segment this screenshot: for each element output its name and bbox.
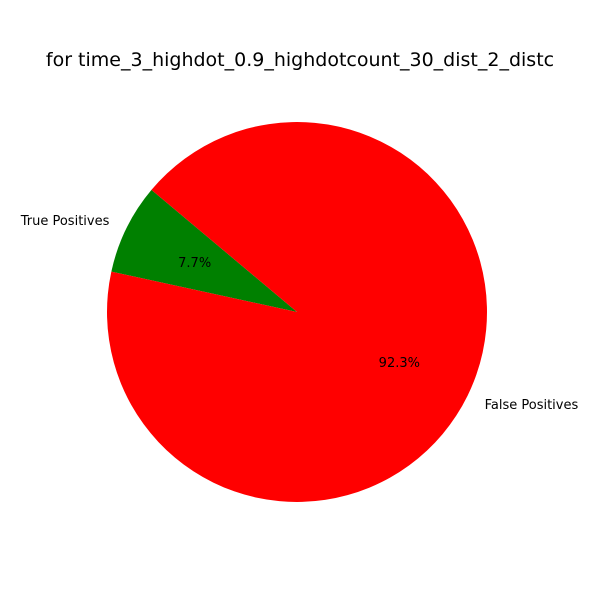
chart-title: for time_3_highdot_0.9_highdotcount_30_d… bbox=[46, 49, 554, 71]
pie-slice-false-positives bbox=[107, 121, 487, 502]
percent-label-false-positives: 92.3% bbox=[379, 356, 420, 371]
pie-slices bbox=[107, 121, 487, 502]
slice-label-true-positives: True Positives bbox=[20, 214, 110, 229]
pie-slice-true-positives bbox=[111, 189, 297, 312]
percent-label-true-positives: 7.7% bbox=[178, 256, 211, 271]
pie-labels: True Positives 7.7% False Positives 92.3% bbox=[20, 214, 579, 413]
slice-label-false-positives: False Positives bbox=[485, 398, 579, 413]
